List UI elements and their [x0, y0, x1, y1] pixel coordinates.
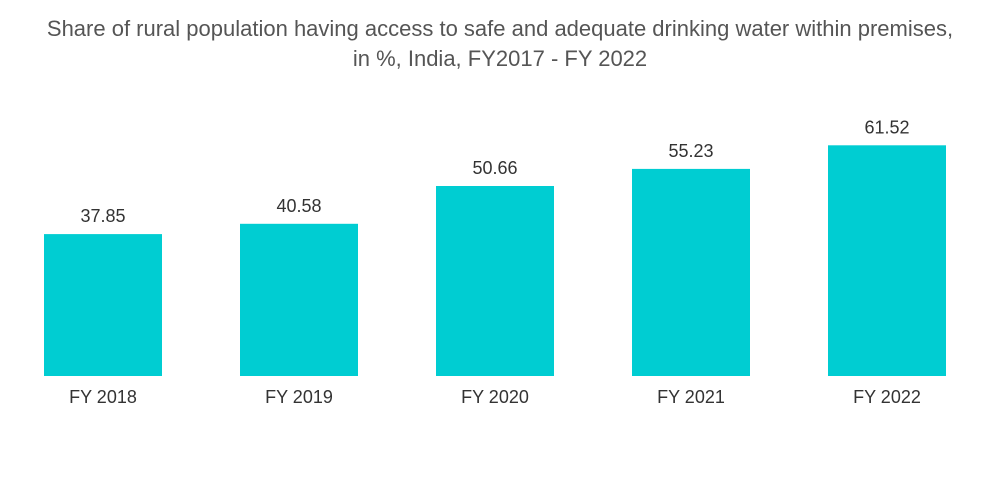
chart-title: Share of rural population having access …	[0, 14, 1000, 74]
bar-fy-2022	[828, 145, 946, 376]
data-label: 61.52	[864, 117, 909, 137]
data-label: 50.66	[472, 158, 517, 178]
x-tick-label: FY 2022	[853, 387, 921, 407]
data-label: 40.58	[276, 196, 321, 216]
bar-fy-2020	[436, 186, 554, 376]
x-tick-label: FY 2018	[69, 387, 137, 407]
bar-fy-2018	[44, 234, 162, 376]
data-label: 55.23	[668, 141, 713, 161]
bar-fy-2021	[632, 168, 750, 376]
chart-title-line-2: in %, India, FY2017 - FY 2022	[352, 46, 648, 71]
x-tick-label: FY 2019	[265, 387, 333, 407]
x-tick-label: FY 2021	[657, 387, 725, 407]
x-tick-label: FY 2020	[461, 387, 529, 407]
chart-title-line-1: Share of rural population having access …	[46, 16, 954, 41]
data-label: 37.85	[80, 206, 125, 226]
bar-fy-2019	[240, 223, 358, 376]
